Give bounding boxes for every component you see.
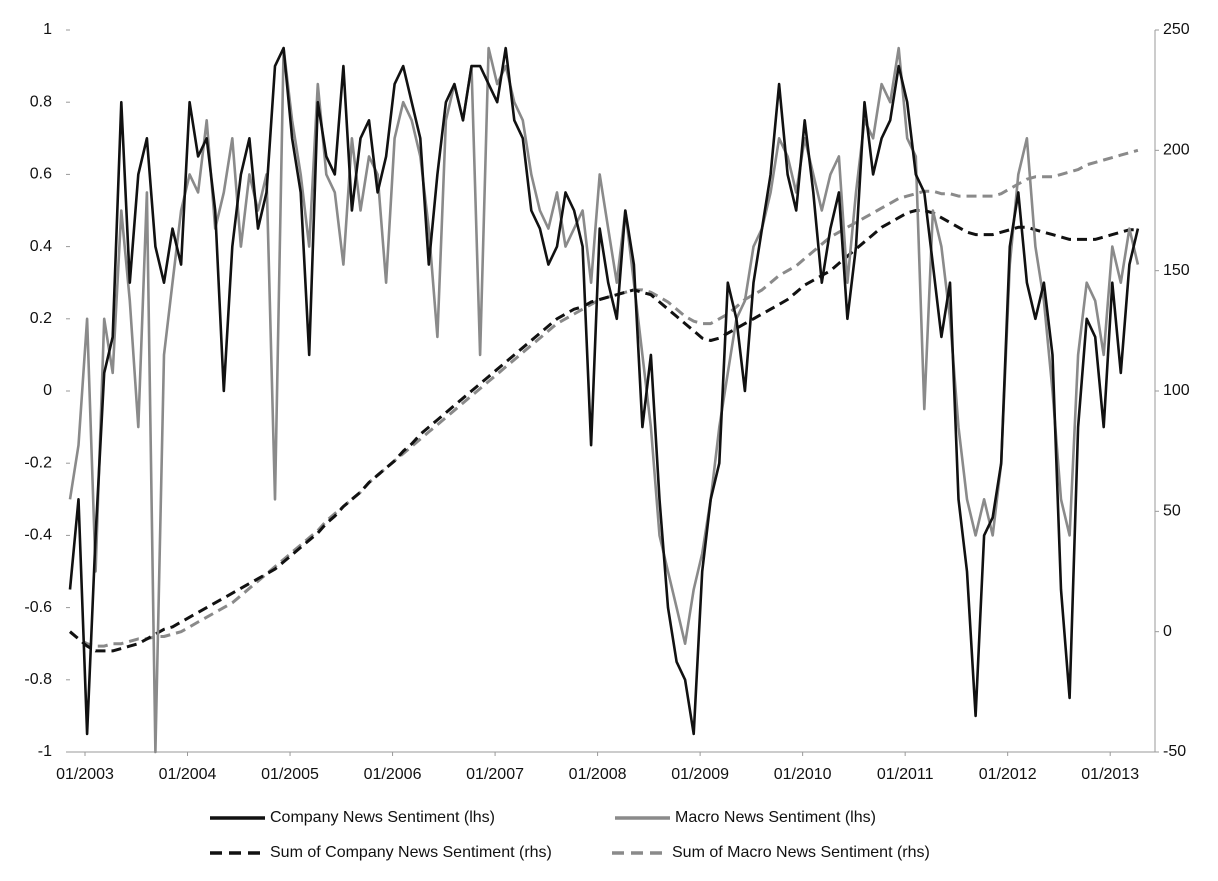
legend-label: Macro News Sentiment (lhs) bbox=[675, 809, 876, 826]
y-tick-label: 0.8 bbox=[30, 93, 52, 110]
y2-tick-label: 150 bbox=[1163, 262, 1190, 279]
series-line bbox=[68, 46, 1140, 736]
y-tick-label: -1 bbox=[38, 743, 52, 760]
y2-tick-label: 100 bbox=[1163, 382, 1190, 399]
y-tick-label: 0.6 bbox=[30, 166, 52, 183]
x-tick-label: 01/2012 bbox=[979, 766, 1037, 783]
y2-tick-label: -50 bbox=[1163, 743, 1186, 760]
x-tick-label: 01/2011 bbox=[877, 766, 934, 783]
y2-tick-label: 200 bbox=[1163, 142, 1190, 159]
x-tick-label: 01/2009 bbox=[671, 766, 729, 783]
x-tick-label: 01/2003 bbox=[56, 766, 114, 783]
y2-tick-label: 0 bbox=[1163, 623, 1172, 640]
y-tick-label: 0 bbox=[43, 382, 52, 399]
y-tick-label: -0.4 bbox=[24, 527, 52, 544]
series-line bbox=[69, 148, 1139, 648]
series-line bbox=[68, 46, 1140, 754]
x-tick-label: 01/2013 bbox=[1081, 766, 1139, 783]
x-tick-label: 01/2008 bbox=[569, 766, 627, 783]
x-tick-label: 01/2007 bbox=[466, 766, 524, 783]
y-tick-label: 0.4 bbox=[30, 238, 52, 255]
legend-label: Sum of Company News Sentiment (rhs) bbox=[270, 844, 552, 861]
y-tick-label: 0.2 bbox=[30, 310, 52, 327]
legend-label: Company News Sentiment (lhs) bbox=[270, 809, 495, 826]
x-tick-label: 01/2004 bbox=[159, 766, 217, 783]
x-tick-label: 01/2006 bbox=[364, 766, 422, 783]
x-tick-label: 01/2005 bbox=[261, 766, 319, 783]
y2-tick-label: 250 bbox=[1163, 21, 1190, 38]
y-tick-label: -0.6 bbox=[24, 599, 52, 616]
y-tick-label: 1 bbox=[43, 21, 52, 38]
x-tick-label: 01/2010 bbox=[774, 766, 832, 783]
y2-tick-label: 50 bbox=[1163, 503, 1181, 520]
y-tick-label: -0.2 bbox=[24, 454, 52, 471]
series-line bbox=[69, 209, 1138, 653]
y-tick-label: -0.8 bbox=[24, 671, 52, 688]
legend-label: Sum of Macro News Sentiment (rhs) bbox=[672, 844, 930, 861]
